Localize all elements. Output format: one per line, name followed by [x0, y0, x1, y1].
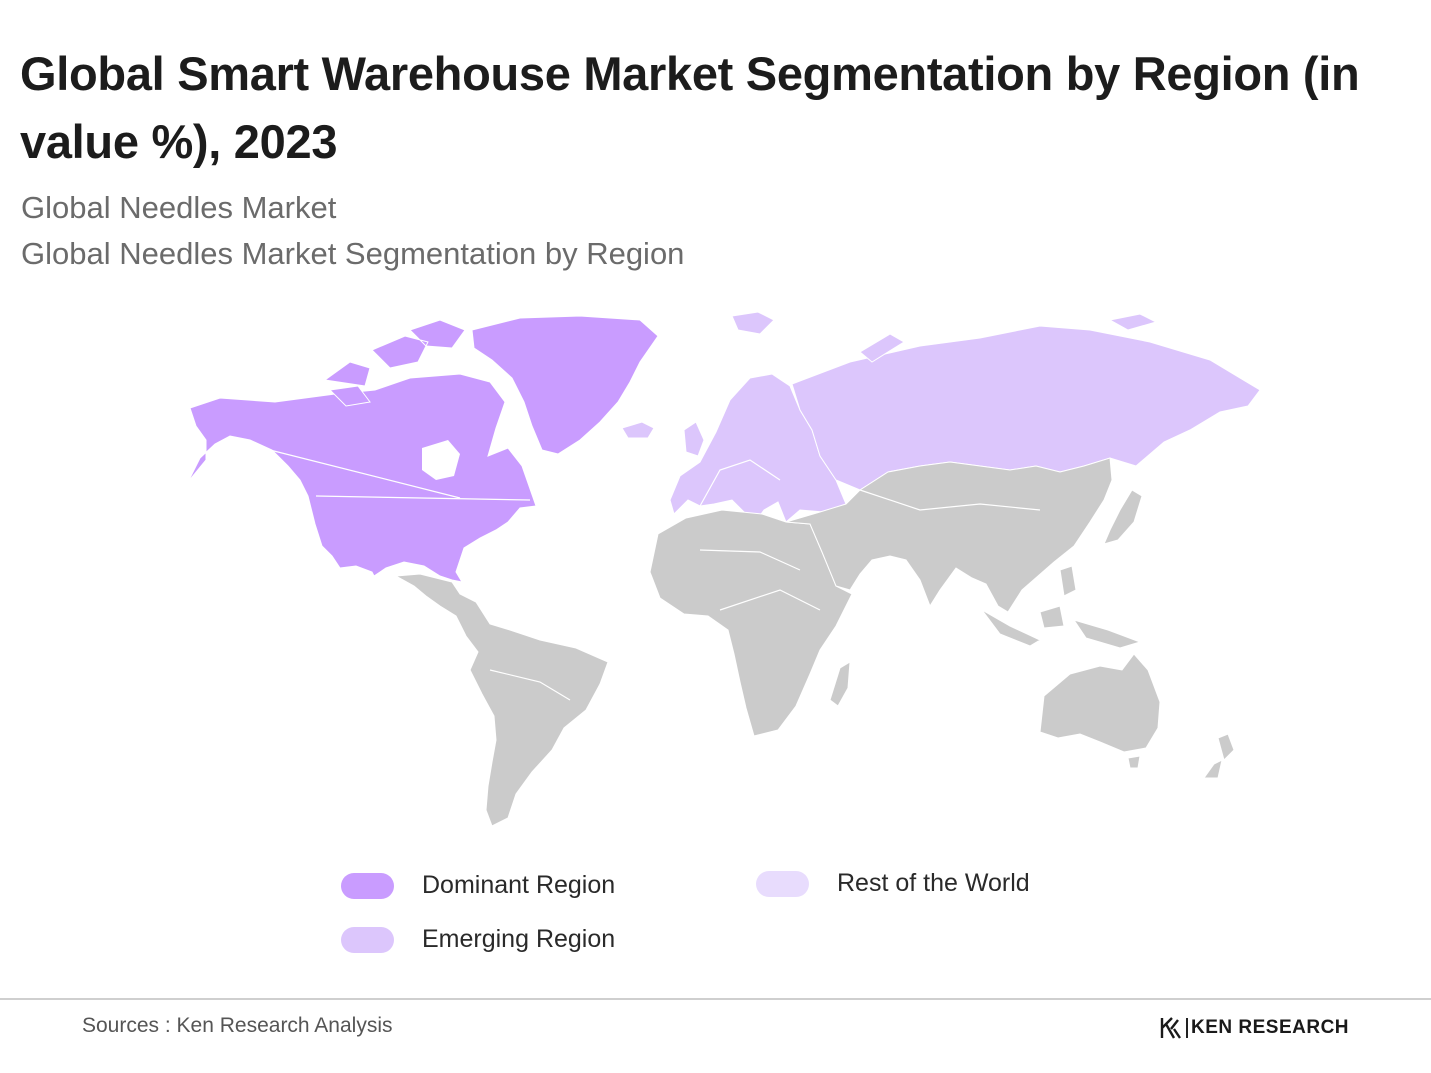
legend-label-emerging: Emerging Region — [422, 925, 616, 953]
legend-swatch-dominant — [341, 872, 394, 899]
legend-item-rest: Rest of the World — [756, 869, 1030, 898]
region-iceland — [621, 421, 655, 439]
legend-item-dominant: Dominant Region — [341, 871, 615, 900]
ken-research-logo-icon — [1160, 1017, 1181, 1039]
subtitle-market: Global Needles Market — [21, 190, 337, 225]
region-europe — [669, 373, 847, 525]
country-borders — [269, 449, 1041, 701]
region-africa — [649, 509, 853, 737]
legend-item-emerging: Emerging Region — [341, 925, 615, 954]
source-note: Sources : Ken Research Analysis — [82, 1014, 393, 1037]
region-australia — [1039, 653, 1161, 753]
region-japan — [1103, 489, 1143, 545]
footer-divider — [0, 998, 1431, 1000]
region-svalbard — [731, 311, 775, 335]
region-uk — [683, 421, 705, 457]
region-asia — [785, 457, 1113, 613]
region-se-asia-islands — [981, 565, 1142, 649]
subtitle-segmentation: Global Needles Market Segmentation by Re… — [21, 236, 685, 271]
region-greenland — [471, 315, 659, 455]
brand: KEN RESEARCH — [1160, 1016, 1349, 1040]
world-map — [160, 290, 1290, 850]
region-new-zealand — [1203, 733, 1235, 779]
region-latin-america — [394, 573, 609, 827]
region-novaya-zemlya — [859, 313, 1158, 363]
legend-label-rest: Rest of the World — [837, 869, 1030, 897]
legend-swatch-rest — [756, 870, 809, 897]
legend-label-dominant: Dominant Region — [422, 871, 616, 899]
region-arctic-islands — [323, 319, 466, 407]
chart-title: Global Smart Warehouse Market Segmentati… — [20, 47, 1360, 168]
region-tasmania — [1127, 755, 1141, 769]
brand-separator — [1186, 1018, 1188, 1038]
brand-name: KEN RESEARCH — [1191, 1017, 1350, 1038]
legend-swatch-emerging — [341, 926, 394, 953]
region-north-america — [187, 373, 537, 583]
hudson-bay — [422, 440, 460, 480]
region-madagascar — [829, 661, 851, 707]
